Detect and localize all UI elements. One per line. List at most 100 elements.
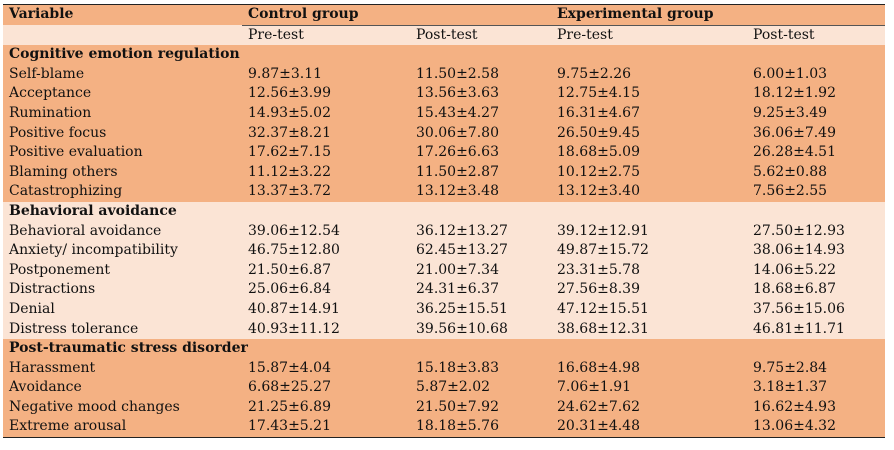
table-row: Avoidance 6.68±25.27 5.87±2.02 7.06±1.91 3.1… [3, 378, 886, 398]
variable-cell: Extreme arousal [3, 417, 242, 439]
experimental-post-cell: 14.06±5.22 [747, 260, 886, 281]
experimental-post-cell: 26.28±4.51 [747, 143, 886, 163]
variable-cell: Behavioral avoidance [3, 221, 242, 242]
header-variable: Variable [3, 4, 242, 26]
subheader-experimental-pre: Pre-test [551, 25, 748, 46]
experimental-post-cell: 6.00±1.03 [747, 64, 886, 85]
control-pre-cell: 14.93±5.02 [242, 103, 410, 124]
experimental-post-cell: 37.56±15.06 [747, 299, 886, 320]
table-row: Acceptance 12.56±3.99 13.56±3.63 12.75±4.15… [3, 84, 886, 104]
variable-cell: Rumination [3, 103, 242, 124]
control-post-cell: 5.87±2.02 [410, 378, 552, 398]
control-pre-cell: 46.75±12.80 [242, 241, 410, 261]
header-experimental-group: Experimental group [551, 4, 886, 26]
variable-cell: Distress tolerance [3, 319, 242, 340]
control-post-cell: 18.18±5.76 [410, 417, 552, 439]
experimental-post-cell: 13.06±4.32 [747, 417, 886, 439]
section-title: Behavioral avoidance [3, 201, 886, 222]
experimental-pre-cell: 18.68±5.09 [551, 143, 748, 163]
experimental-post-cell: 38.06±14.93 [747, 241, 886, 261]
experimental-post-cell: 9.25±3.49 [747, 103, 886, 124]
control-post-cell: 62.45±13.27 [410, 241, 552, 261]
variable-cell: Distractions [3, 280, 242, 300]
table-row: Positive focus 32.37±8.21 30.06±7.80 26.50±… [3, 123, 886, 144]
variable-cell: Negative mood changes [3, 397, 242, 418]
experimental-pre-cell: 16.68±4.98 [551, 358, 748, 379]
control-post-cell: 21.50±7.92 [410, 397, 552, 418]
control-pre-cell: 32.37±8.21 [242, 123, 410, 144]
variable-cell: Positive evaluation [3, 143, 242, 163]
table-row: Catastrophizing 13.37±3.72 13.12±3.48 13.12… [3, 182, 886, 202]
control-post-cell: 24.31±6.37 [410, 280, 552, 300]
control-post-cell: 36.12±13.27 [410, 221, 552, 242]
subheader-control-post: Post-test [410, 25, 552, 46]
control-post-cell: 15.18±3.83 [410, 358, 552, 379]
table-row: Blaming others 11.12±3.22 11.50±2.87 10.12±… [3, 162, 886, 183]
control-pre-cell: 25.06±6.84 [242, 280, 410, 300]
experimental-post-cell: 18.68±6.87 [747, 280, 886, 300]
control-post-cell: 13.56±3.63 [410, 84, 552, 104]
control-pre-cell: 6.68±25.27 [242, 378, 410, 398]
table-row: Rumination 14.93±5.02 15.43±4.27 16.31±4.67… [3, 103, 886, 124]
control-post-cell: 39.56±10.68 [410, 319, 552, 340]
experimental-post-cell: 46.81±11.71 [747, 319, 886, 340]
control-post-cell: 36.25±15.51 [410, 299, 552, 320]
experimental-pre-cell: 24.62±7.62 [551, 397, 748, 418]
experimental-post-cell: 18.12±1.92 [747, 84, 886, 104]
header-control-group: Control group [242, 4, 552, 26]
experimental-post-cell: 27.50±12.93 [747, 221, 886, 242]
subheader-control-pre: Pre-test [242, 25, 410, 46]
table-row: Self-blame 9.87±3.11 11.50±2.58 9.75±2.26 6.… [3, 64, 886, 85]
experimental-pre-cell: 20.31±4.48 [551, 417, 748, 439]
experimental-post-cell: 36.06±7.49 [747, 123, 886, 144]
variable-cell: Harassment [3, 358, 242, 379]
control-pre-cell: 17.62±7.15 [242, 143, 410, 163]
experimental-pre-cell: 12.75±4.15 [551, 84, 748, 104]
subheader-row: Pre-test Post-test Pre-test Post-test [3, 25, 886, 46]
results-table: Variable Control group Experimental grou… [3, 4, 886, 439]
control-pre-cell: 15.87±4.04 [242, 358, 410, 379]
variable-cell: Avoidance [3, 378, 242, 398]
table-row: Anxiety/ incompatibility 46.75±12.80 62.45… [3, 241, 886, 261]
variable-cell: Anxiety/ incompatibility [3, 241, 242, 261]
subheader-experimental-post: Post-test [747, 25, 886, 46]
subheader-empty [3, 25, 242, 46]
table-row: Extreme arousal 17.43±5.21 18.18±5.76 20.31… [3, 417, 886, 439]
control-post-cell: 21.00±7.34 [410, 260, 552, 281]
experimental-pre-cell: 26.50±9.45 [551, 123, 748, 144]
variable-cell: Catastrophizing [3, 182, 242, 202]
control-post-cell: 11.50±2.87 [410, 162, 552, 183]
control-pre-cell: 39.06±12.54 [242, 221, 410, 242]
table-row: Behavioral avoidance 39.06±12.54 36.12±13.… [3, 221, 886, 242]
table-row: Denial 40.87±14.91 36.25±15.51 47.12±15.51 3… [3, 299, 886, 320]
variable-cell: Denial [3, 299, 242, 320]
table-row: Positive evaluation 17.62±7.15 17.26±6.63 1… [3, 143, 886, 163]
variable-cell: Acceptance [3, 84, 242, 104]
table-row: Distress tolerance 40.93±11.12 39.56±10.68… [3, 319, 886, 340]
control-pre-cell: 21.25±6.89 [242, 397, 410, 418]
experimental-pre-cell: 47.12±15.51 [551, 299, 748, 320]
experimental-pre-cell: 13.12±3.40 [551, 182, 748, 202]
variable-cell: Self-blame [3, 64, 242, 85]
experimental-pre-cell: 38.68±12.31 [551, 319, 748, 340]
control-pre-cell: 21.50±6.87 [242, 260, 410, 281]
section-title: Cognitive emotion regulation [3, 45, 886, 65]
control-pre-cell: 40.93±11.12 [242, 319, 410, 340]
experimental-post-cell: 7.56±2.55 [747, 182, 886, 202]
experimental-post-cell: 9.75±2.84 [747, 358, 886, 379]
experimental-pre-cell: 16.31±4.67 [551, 103, 748, 124]
control-post-cell: 13.12±3.48 [410, 182, 552, 202]
control-pre-cell: 11.12±3.22 [242, 162, 410, 183]
experimental-pre-cell: 7.06±1.91 [551, 378, 748, 398]
table-row: Harassment 15.87±4.04 15.18±3.83 16.68±4.98… [3, 358, 886, 379]
table-row: Postponement 21.50±6.87 21.00±7.34 23.31±5.… [3, 260, 886, 281]
control-pre-cell: 40.87±14.91 [242, 299, 410, 320]
experimental-post-cell: 16.62±4.93 [747, 397, 886, 418]
control-post-cell: 17.26±6.63 [410, 143, 552, 163]
section-header-row: Cognitive emotion regulation [3, 45, 886, 65]
variable-cell: Postponement [3, 260, 242, 281]
section-header-row: Post-traumatic stress disorder [3, 339, 886, 359]
variable-cell: Blaming others [3, 162, 242, 183]
variable-cell: Positive focus [3, 123, 242, 144]
experimental-pre-cell: 23.31±5.78 [551, 260, 748, 281]
